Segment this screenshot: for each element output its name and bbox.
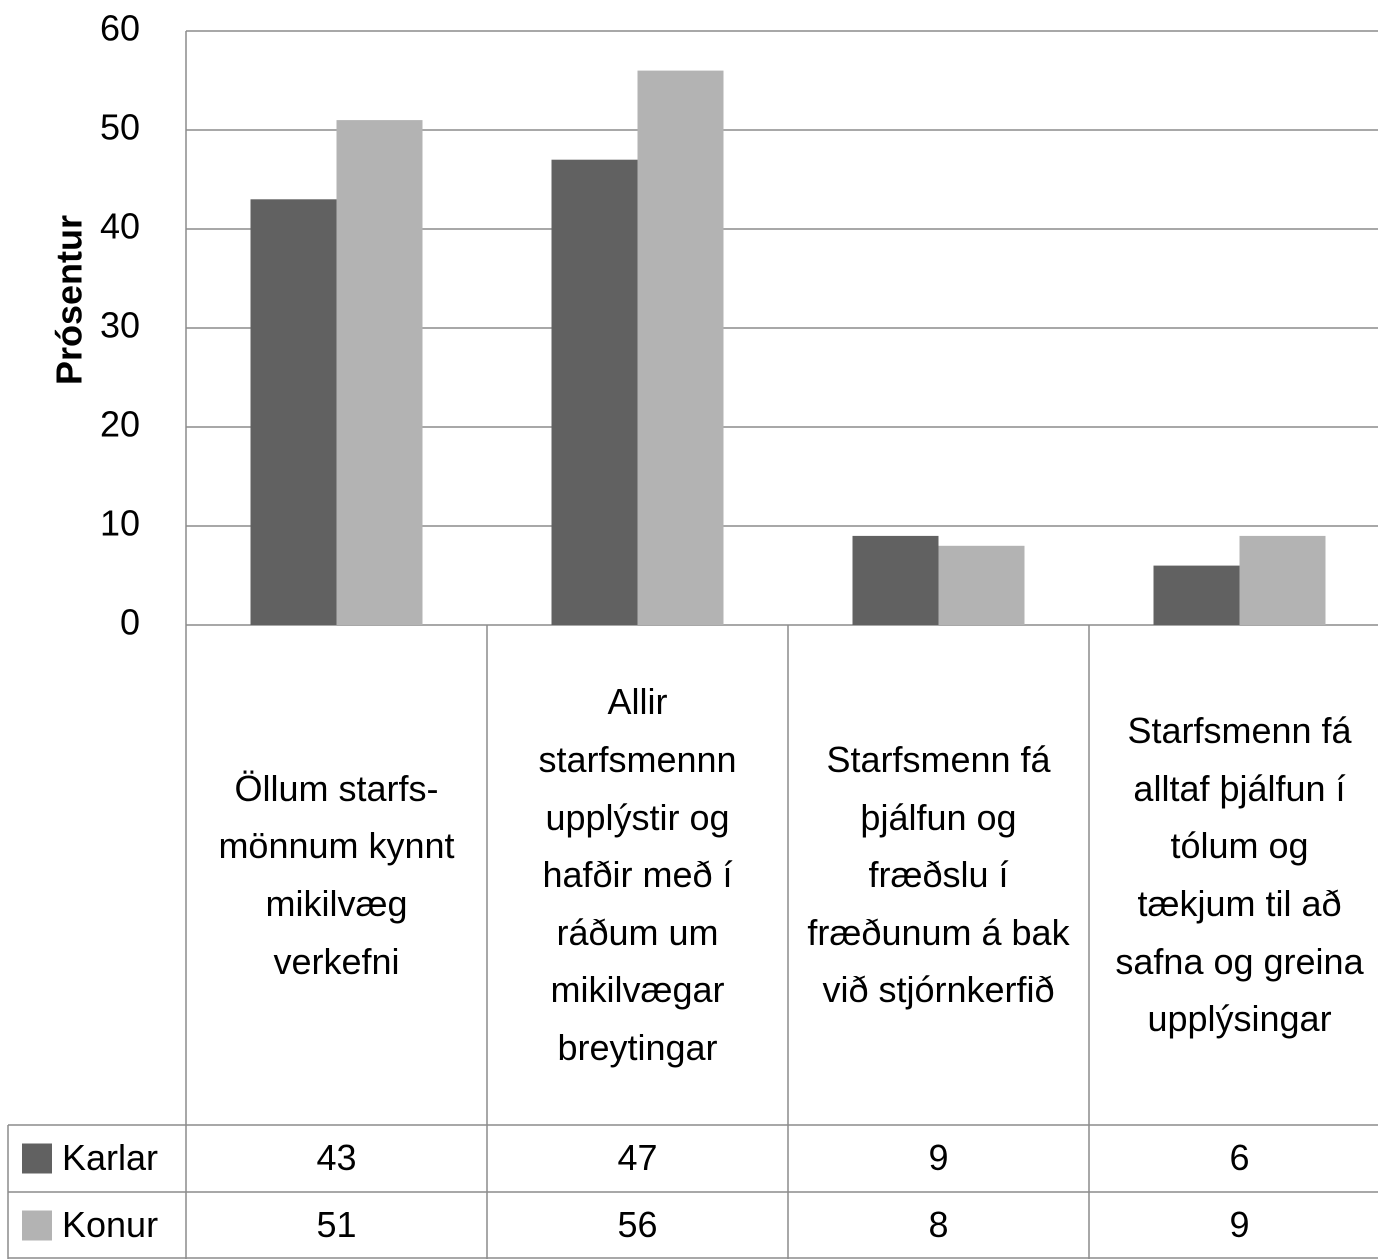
table-value: 56 [617, 1204, 657, 1245]
legend-swatch [22, 1210, 52, 1241]
table-value: 51 [316, 1204, 356, 1245]
y-axis-title: Prósentur [49, 215, 90, 385]
bar [250, 199, 337, 626]
bar [1239, 535, 1326, 625]
table-value: 6 [1229, 1137, 1249, 1178]
table-value: 9 [1229, 1204, 1249, 1245]
legend-label: Karlar [62, 1137, 158, 1178]
table-value: 8 [928, 1204, 948, 1245]
table-value: 43 [316, 1137, 356, 1178]
bar [637, 70, 724, 626]
y-tick-label: 30 [100, 305, 140, 346]
legend-label: Konur [62, 1204, 158, 1245]
y-tick-label: 60 [100, 8, 140, 49]
y-tick-label: 0 [120, 602, 140, 643]
x-tick-label: Starfsmenn fá alltaf þjálfun í tólum og … [1115, 710, 1364, 1040]
x-tick-label: Starfsmenn fá þjálfun og fræðslu í fræðu… [807, 739, 1070, 1011]
y-tick-label: 50 [100, 107, 140, 148]
y-tick-label: 20 [100, 404, 140, 445]
x-tick-label: Öllum starfs-mönnum kynnt mikilvæg verke… [218, 767, 455, 982]
bar [938, 545, 1025, 625]
bar [336, 120, 423, 625]
x-tick-label: Allir starfsmennn upplýstir og hafðir me… [538, 681, 737, 1068]
table-value: 9 [928, 1137, 948, 1178]
y-tick-label: 40 [100, 206, 140, 247]
legend-swatch [22, 1143, 52, 1174]
y-tick-label: 10 [100, 503, 140, 544]
bar [551, 159, 638, 625]
bar [1153, 565, 1240, 625]
table-value: 47 [617, 1137, 657, 1178]
bar [852, 535, 939, 625]
